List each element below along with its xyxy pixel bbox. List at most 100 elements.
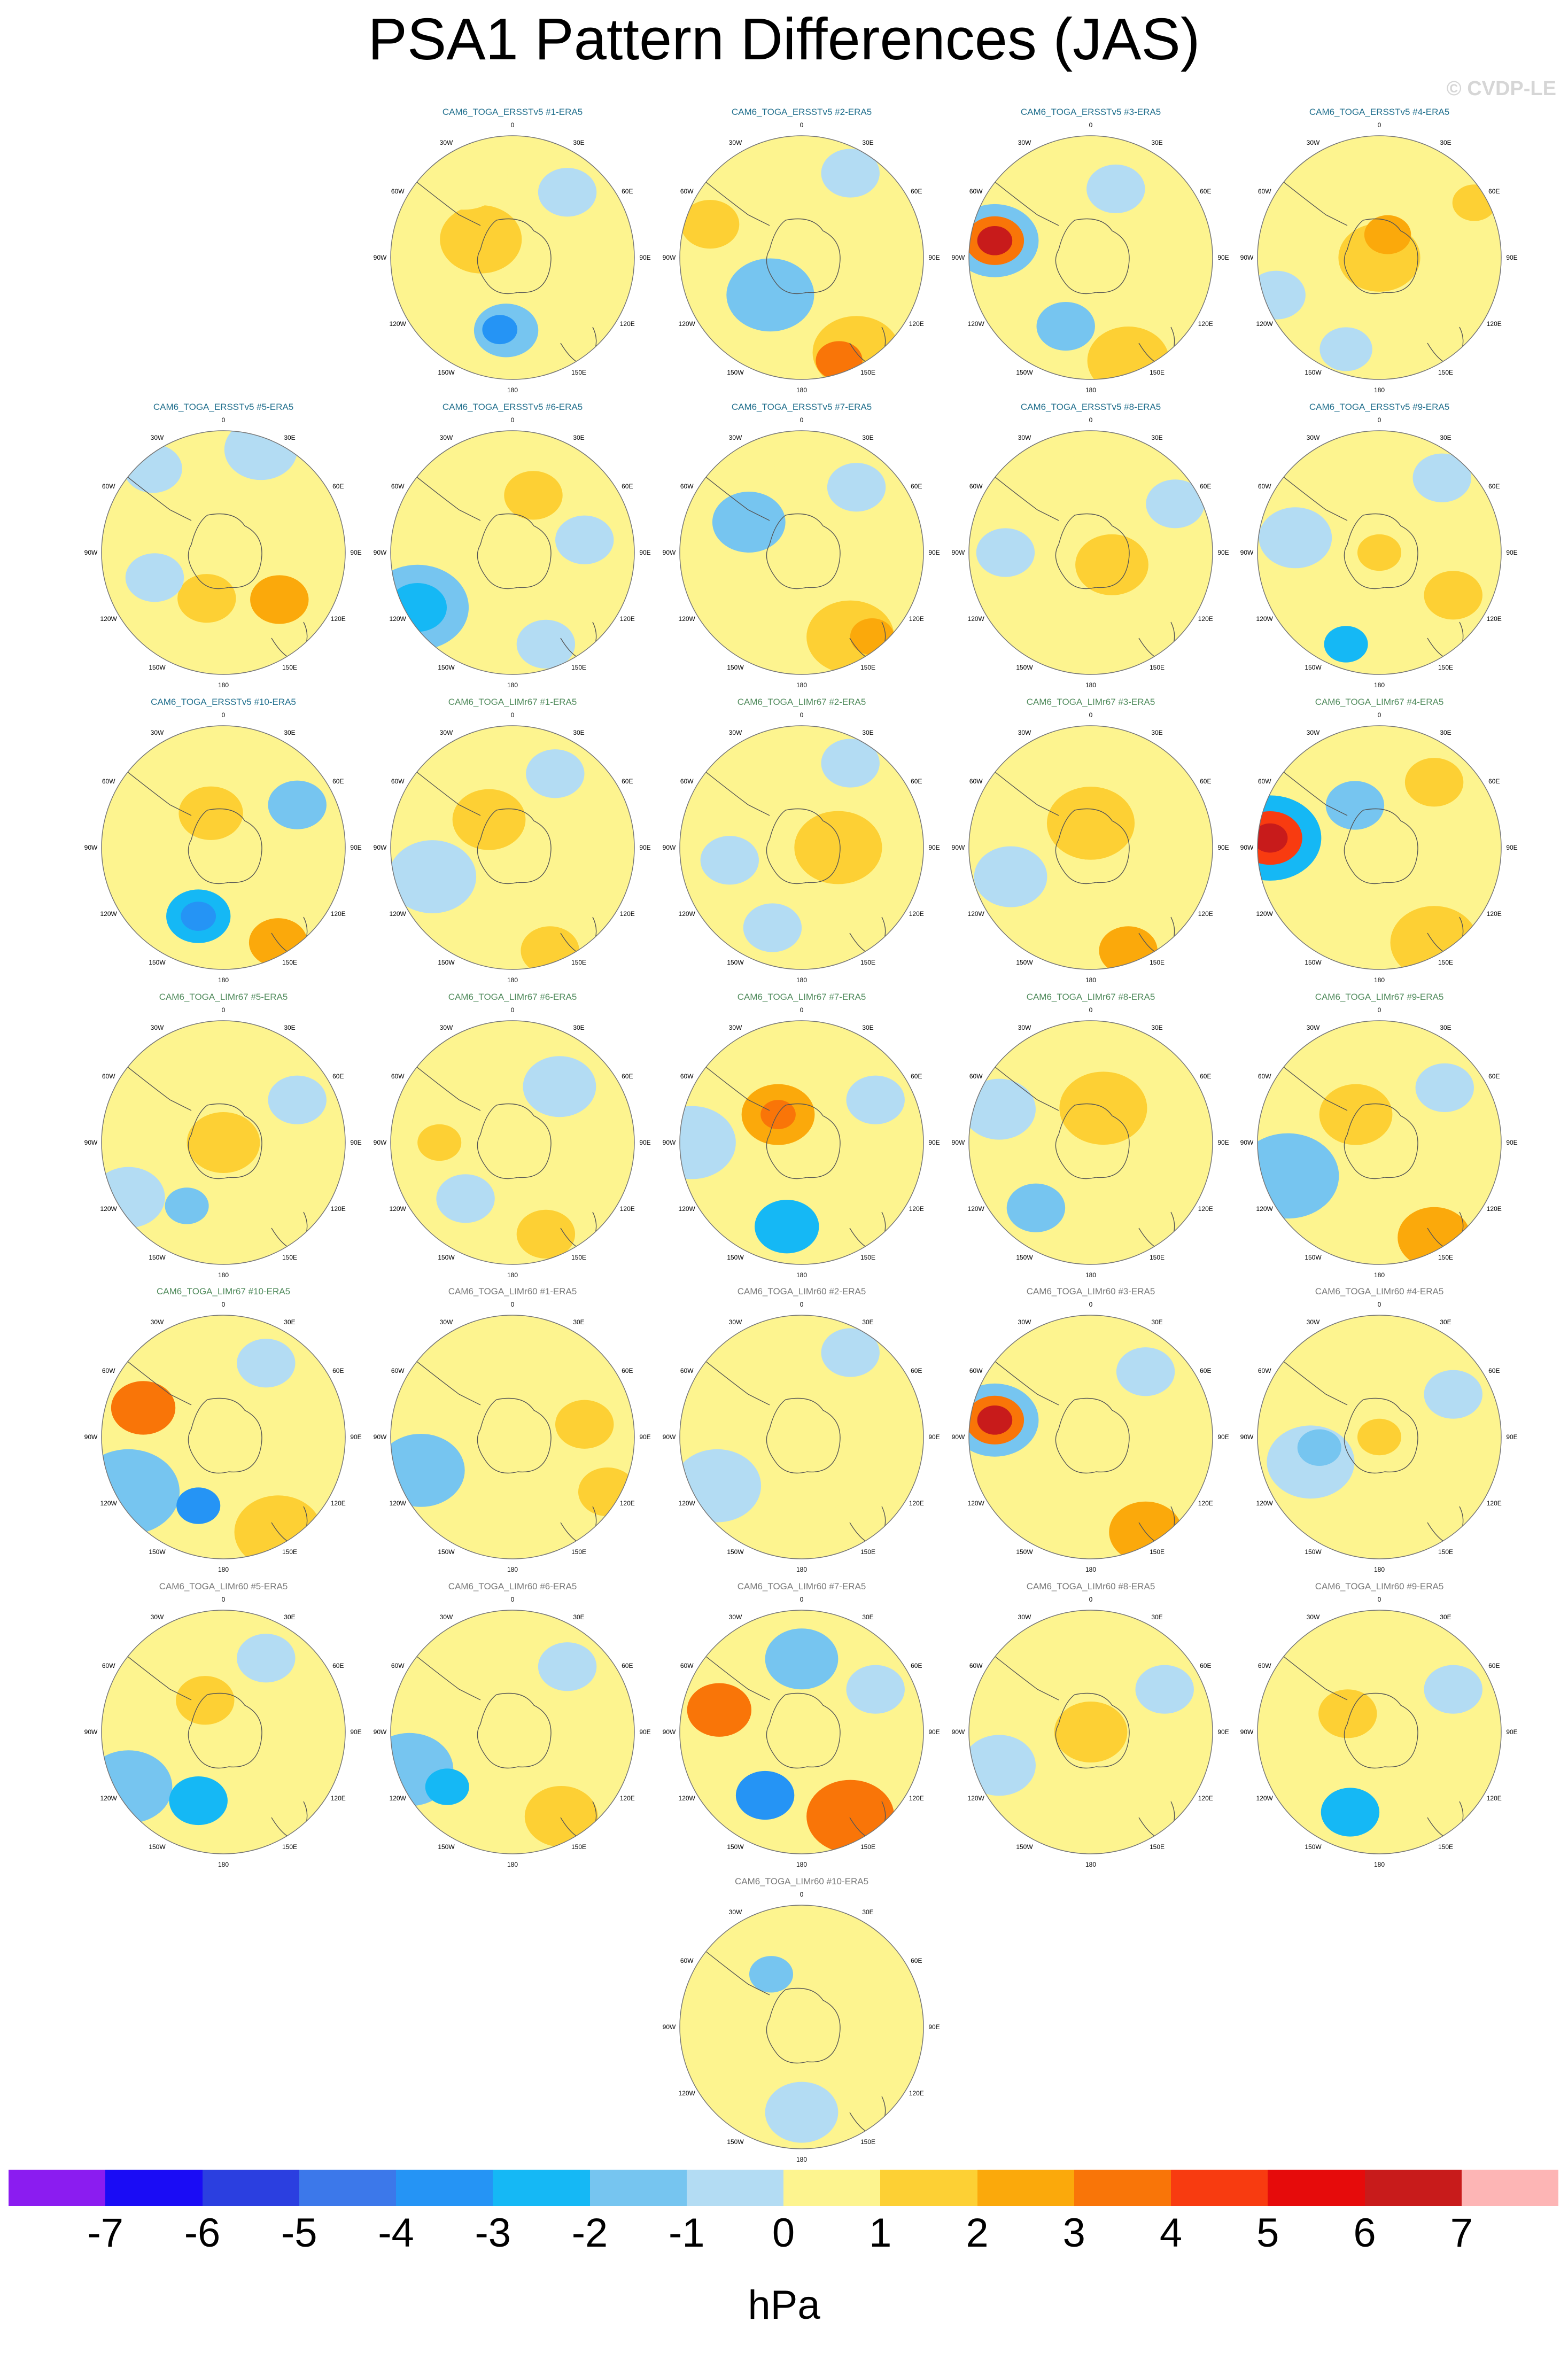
longitude-label: 30W — [1018, 1613, 1031, 1621]
longitude-label: 150W — [438, 1843, 455, 1851]
antarctica-coastline — [1344, 513, 1418, 589]
south-america-coastline — [121, 1062, 192, 1111]
anomaly-contour — [1324, 626, 1368, 663]
longitude-label: 120E — [1487, 1205, 1502, 1213]
polar-map: 0 30E 60E 90E 120E 150E 180 150W 120W 90W 60W 30W — [374, 711, 651, 984]
longitude-label: 150E — [860, 664, 875, 671]
longitude-label: 60W — [391, 1073, 405, 1080]
south-america-coastline — [410, 767, 481, 816]
longitude-label: 30E — [1151, 434, 1162, 441]
panel-title: CAM6_TOGA_LIMr60 #5-ERA5 — [159, 1581, 288, 1591]
anomaly-contour — [504, 471, 563, 520]
polar-map: 0 30E 60E 90E 120E 150E 180 150W 120W 90W 60W 30W — [663, 1891, 940, 2163]
longitude-label: 90W — [952, 254, 965, 261]
colorbar-tick-label: 2 — [966, 2210, 989, 2256]
longitude-label: 60E — [622, 1662, 633, 1669]
longitude-label: 90W — [663, 1728, 676, 1736]
longitude-label: 150E — [571, 664, 586, 671]
longitude-label: 150E — [1438, 1548, 1453, 1556]
anomaly-contour — [765, 2082, 839, 2143]
longitude-label: 30E — [573, 1613, 584, 1621]
longitude-label: 60W — [969, 188, 983, 195]
anomaly-contour — [181, 902, 216, 931]
longitude-label: 90W — [952, 1728, 965, 1736]
map-boundary — [390, 135, 635, 380]
longitude-label: 120W — [968, 1205, 985, 1213]
longitude-label: 90W — [663, 254, 676, 261]
anomaly-contour — [417, 1124, 462, 1161]
anomaly-contour — [555, 515, 614, 564]
longitude-label: 30E — [284, 1318, 295, 1326]
antarctica-coastline — [188, 1397, 262, 1474]
south-america-coastline — [700, 767, 770, 816]
south-america-coastline — [1277, 1651, 1348, 1700]
antarctica-coastline — [477, 1103, 552, 1179]
colorbar-segment — [202, 2170, 299, 2206]
anomaly-contour — [976, 528, 1035, 577]
anomaly-contour — [712, 492, 786, 553]
anomaly-contour — [1424, 1665, 1482, 1714]
longitude-label: 0 — [1089, 1301, 1093, 1308]
map-panel: CAM6_TOGA_LIMr60 #3-ERA5 0 30E 60E 90E 120E 15… — [952, 1286, 1230, 1575]
longitude-label: 30W — [1018, 1024, 1031, 1031]
longitude-label: 120E — [1198, 910, 1213, 918]
polar-map: 0 30E 60E 90E 120E 150E 180 150W 120W 90W 60W 30W — [1240, 1596, 1518, 1868]
polar-map: 0 30E 60E 90E 120E 150E 180 150W 120W 90W 60W 30W — [1240, 711, 1518, 984]
colorbar-segment — [686, 2170, 783, 2206]
longitude-label: 60E — [911, 483, 922, 490]
panel-title: CAM6_TOGA_LIMr60 #3-ERA5 — [1026, 1286, 1155, 1296]
longitude-label: 150E — [1438, 664, 1453, 671]
longitude-label: 120W — [1256, 910, 1274, 918]
longitude-label: 90E — [1217, 1728, 1229, 1736]
anomaly-contour — [755, 1200, 819, 1254]
anomaly-contour — [974, 846, 1047, 907]
polar-map: 0 30E 60E 90E 120E 150E 180 150W 120W 90W 60W 30W — [84, 1006, 362, 1279]
anomaly-contour — [516, 619, 576, 669]
longitude-label: 90E — [1217, 254, 1229, 261]
anomaly-contour — [268, 1075, 327, 1124]
longitude-label: 150W — [727, 664, 744, 671]
longitude-label: 0 — [800, 1301, 804, 1308]
anomaly-contour — [1257, 1133, 1339, 1219]
longitude-label: 90W — [374, 1728, 387, 1736]
longitude-label: 60W — [680, 188, 694, 195]
anomaly-contour — [187, 1112, 260, 1173]
anomaly-contour — [731, 449, 775, 487]
longitude-label: 60W — [1258, 483, 1271, 490]
longitude-label: 150E — [1150, 369, 1165, 376]
longitude-label: 120E — [1198, 1500, 1213, 1507]
longitude-label: 150W — [1016, 369, 1033, 376]
map-panel: CAM6_TOGA_LIMr60 #1-ERA5 0 30E 60E 90E 120E 15… — [374, 1286, 651, 1575]
longitude-label: 150E — [860, 1254, 875, 1261]
longitude-label: 150E — [571, 1843, 586, 1851]
longitude-label: 90W — [84, 1433, 98, 1441]
longitude-label: 90E — [928, 1728, 940, 1736]
anomaly-contour — [391, 840, 477, 913]
longitude-label: 90W — [84, 1728, 98, 1736]
colorbar-tick-label: -5 — [281, 2210, 317, 2256]
colorbar-segment — [589, 2170, 687, 2206]
longitude-label: 0 — [1089, 416, 1093, 424]
longitude-label: 30W — [440, 1613, 453, 1621]
longitude-label: 150E — [1150, 1843, 1165, 1851]
anomaly-contour — [1318, 1689, 1377, 1738]
longitude-label: 30E — [1151, 729, 1162, 736]
longitude-label: 180 — [1374, 1271, 1385, 1279]
map-boundary — [1257, 1020, 1502, 1265]
longitude-label: 180 — [1374, 386, 1385, 394]
longitude-label: 30W — [1018, 1318, 1031, 1326]
colorbar-segment — [1461, 2170, 1558, 2206]
anomaly-contour — [125, 553, 184, 602]
longitude-label: 120E — [331, 1795, 346, 1802]
longitude-label: 120E — [1198, 615, 1213, 623]
colorbar-segment — [1268, 2170, 1365, 2206]
polar-map: 0 30E 60E 90E 120E 150E 180 150W 120W 90W 60W 30W — [952, 1301, 1229, 1573]
longitude-label: 60E — [911, 1073, 922, 1080]
longitude-label: 90E — [1217, 549, 1229, 556]
longitude-label: 150W — [1305, 664, 1322, 671]
map-panel: CAM6_TOGA_ERSSTv5 #2-ERA5 0 30E 60E 90E 120E 1… — [663, 107, 941, 395]
map-panel: CAM6_TOGA_LIMr60 #7-ERA5 0 30E 60E 90E 120E 15… — [663, 1581, 941, 1870]
longitude-label: 60W — [680, 1662, 694, 1669]
longitude-label: 90E — [1506, 549, 1517, 556]
longitude-label: 90W — [663, 549, 676, 556]
